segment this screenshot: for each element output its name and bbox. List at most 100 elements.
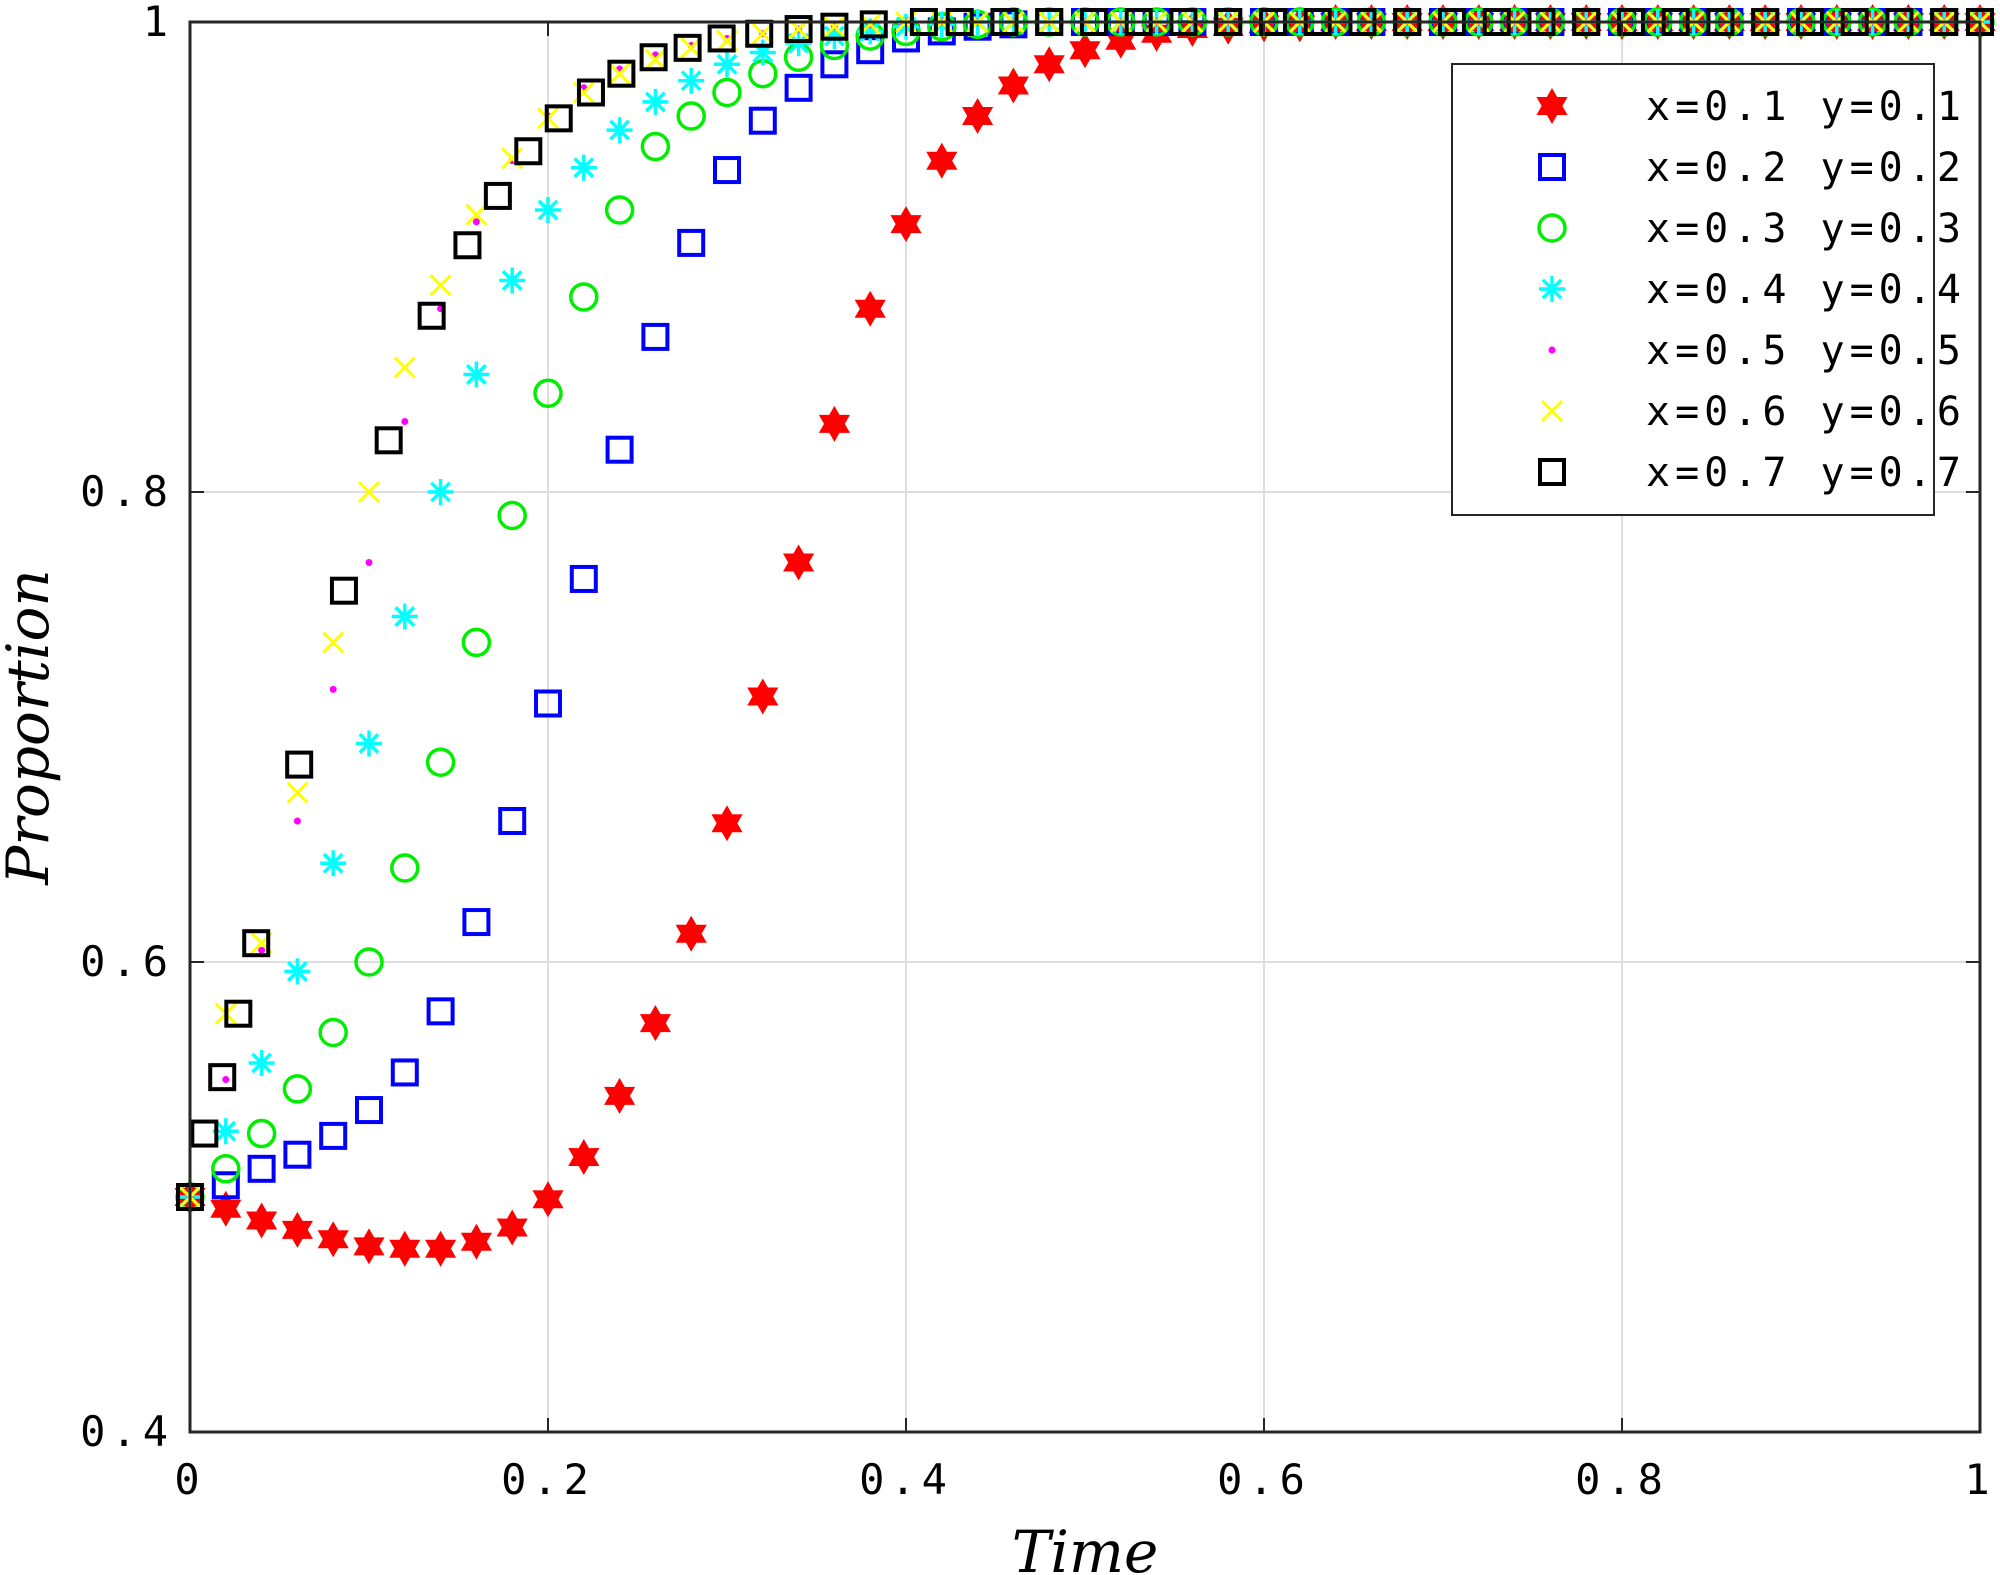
data-point <box>533 378 563 409</box>
data-point <box>462 908 491 937</box>
data-point <box>608 62 631 85</box>
data-point <box>644 48 667 71</box>
data-point <box>281 1211 313 1248</box>
data-point <box>640 131 671 162</box>
data-point <box>425 747 456 777</box>
data-point <box>568 1138 600 1176</box>
y-tick-label: 0.6 <box>80 937 174 986</box>
data-point <box>317 1221 349 1258</box>
data-point <box>820 12 849 41</box>
x-tick-label: 1 <box>1964 1455 1995 1504</box>
data-point <box>427 479 454 505</box>
data-point <box>354 947 384 977</box>
data-point <box>246 1202 278 1239</box>
data-point <box>711 805 743 842</box>
data-point <box>320 850 347 877</box>
data-point <box>783 544 815 581</box>
data-point <box>497 500 527 531</box>
data-point <box>534 689 562 718</box>
legend-label: x=0.2 y=0.2 <box>1646 145 1966 191</box>
data-point <box>570 154 597 181</box>
data-point <box>329 576 358 605</box>
data-point <box>535 197 561 223</box>
data-point <box>211 1154 241 1184</box>
legend-label: x=0.3 y=0.3 <box>1646 206 1966 252</box>
y-tick-label: 1 <box>143 0 174 46</box>
data-point <box>784 15 813 44</box>
data-point <box>417 301 446 330</box>
data-point <box>748 106 777 135</box>
data-point <box>391 603 418 630</box>
data-point <box>429 274 452 297</box>
data-point <box>374 426 403 455</box>
legend-marker <box>1538 153 1566 181</box>
data-point <box>284 958 311 985</box>
data-point <box>283 1140 312 1169</box>
data-point <box>606 117 633 144</box>
data-point <box>356 730 382 757</box>
y-tick-label: 0.8 <box>80 467 174 516</box>
y-axis-title: Proportion <box>0 569 62 886</box>
data-point <box>820 50 849 79</box>
data-point <box>224 999 253 1028</box>
data-point <box>569 282 599 312</box>
legend: x=0.1 y=0.1 x=0.2 y=0.2 x=0.3 y=0.3 x=0.4 y… <box>1451 63 1966 516</box>
legend-box <box>1451 63 1935 516</box>
data-point <box>282 1074 313 1104</box>
data-point <box>393 356 416 379</box>
data-point <box>460 1223 492 1260</box>
data-point <box>499 267 526 294</box>
data-point <box>641 322 670 351</box>
data-point <box>211 1171 240 1200</box>
y-tick-label: 0.4 <box>80 1407 174 1456</box>
data-point <box>678 67 705 94</box>
legend-label: x=0.7 y=0.7 <box>1646 450 1966 496</box>
data-point <box>463 361 490 388</box>
x-tick-label: 0.6 <box>1217 1455 1311 1504</box>
legend-label: x=0.5 y=0.5 <box>1646 328 1966 374</box>
legend-marker <box>1548 346 1556 354</box>
data-point <box>472 218 480 226</box>
data-point <box>318 1017 348 1048</box>
data-point <box>890 206 922 243</box>
data-point <box>823 15 846 38</box>
data-point <box>604 1077 636 1114</box>
legend-label: x=0.4 y=0.4 <box>1646 267 1966 313</box>
x-tick-label: 0.8 <box>1575 1455 1669 1504</box>
data-point <box>483 181 512 210</box>
data-point <box>676 101 706 131</box>
data-point <box>544 104 573 133</box>
data-point <box>859 10 888 39</box>
legend-label: x=0.1 y=0.1 <box>1646 84 1966 130</box>
data-point <box>576 78 605 107</box>
legend-label: x=0.6 y=0.6 <box>1646 389 1966 435</box>
data-point <box>465 203 488 226</box>
x-tick-label: 0.2 <box>501 1455 595 1504</box>
data-point <box>190 1119 219 1148</box>
data-point <box>426 997 455 1026</box>
data-point <box>210 1190 242 1227</box>
legend-marker <box>1540 399 1564 423</box>
data-point <box>258 946 266 954</box>
data-point <box>569 564 598 593</box>
data-point <box>425 1230 457 1267</box>
data-point <box>604 195 635 225</box>
data-point <box>997 67 1029 104</box>
data-point <box>390 1058 419 1087</box>
data-point <box>1069 32 1101 69</box>
data-point <box>714 51 740 78</box>
data-point <box>712 77 742 108</box>
legend-marker <box>1537 213 1567 243</box>
data-point <box>607 59 636 88</box>
data-point <box>355 1096 383 1125</box>
data-point <box>642 88 669 115</box>
plot-frame <box>188 20 1982 1434</box>
data-point <box>242 929 271 958</box>
data-point <box>222 1076 230 1083</box>
data-point <box>639 1005 671 1042</box>
data-point <box>605 435 634 464</box>
data-point <box>285 750 314 779</box>
data-point <box>818 405 850 442</box>
legend-marker <box>1536 87 1568 125</box>
